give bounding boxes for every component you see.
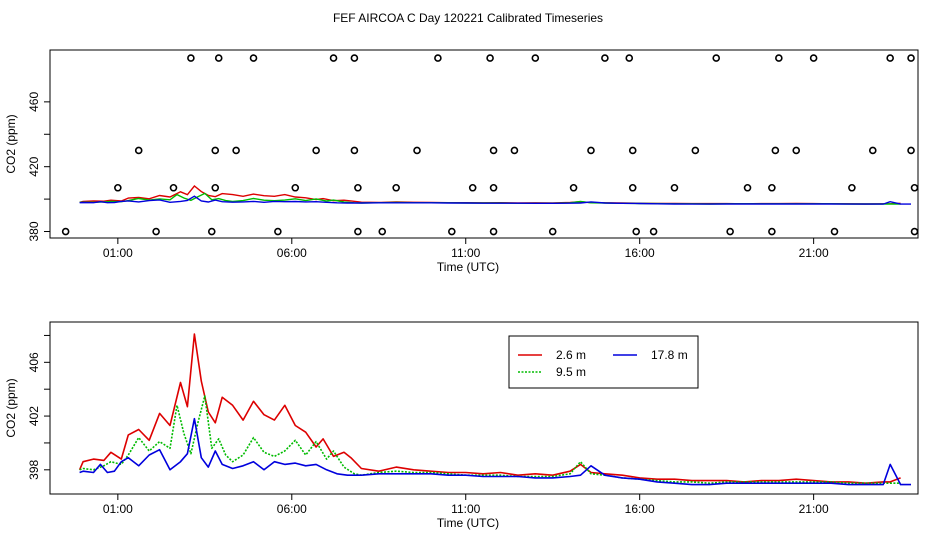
x-tick-label: 11:00 xyxy=(451,246,480,260)
flag-point xyxy=(468,183,477,192)
flag-point xyxy=(211,183,220,192)
x-tick-label: 06:00 xyxy=(277,502,307,516)
flag-point xyxy=(249,54,258,62)
flag-point xyxy=(169,183,178,192)
flag-point xyxy=(354,183,362,192)
flag-point xyxy=(670,183,679,192)
flag-point xyxy=(291,183,300,192)
flag-point xyxy=(61,227,70,236)
x-tick-label: 16:00 xyxy=(625,502,655,516)
flag-point xyxy=(868,146,877,155)
flag-point xyxy=(886,54,894,62)
flag-point xyxy=(350,146,359,155)
flag-point xyxy=(378,227,387,236)
y-tick-label: 402 xyxy=(27,406,41,426)
flag-point xyxy=(350,54,359,62)
series-line-17-8-m xyxy=(79,417,911,486)
flag-point xyxy=(768,227,776,236)
page-title: FEF AIRCOA C Day 120221 Calibrated Times… xyxy=(333,11,603,25)
flag-point xyxy=(134,146,143,155)
flag-point xyxy=(531,54,540,62)
flag-point xyxy=(486,54,494,62)
flag-point xyxy=(354,227,362,236)
x-tick-label: 11:00 xyxy=(451,502,480,516)
flag-point xyxy=(809,54,818,62)
legend-label: 17.8 m xyxy=(651,348,688,362)
y-tick-label: 380 xyxy=(27,221,41,241)
series-line-2-6-m xyxy=(78,333,901,485)
flag-point xyxy=(569,183,578,192)
flag-point xyxy=(628,146,637,155)
y-axis-label: CO2 (ppm) xyxy=(4,114,18,173)
flag-point xyxy=(274,227,282,236)
flag-point xyxy=(625,54,634,62)
flag-point xyxy=(712,54,721,62)
flag-point xyxy=(510,146,519,155)
flag-point xyxy=(114,183,122,192)
flag-point xyxy=(214,54,223,62)
flag-point xyxy=(910,183,919,192)
flag-point xyxy=(830,227,839,236)
flag-point xyxy=(601,54,609,62)
legend: 2.6 m 17.8 m 9.5 m xyxy=(508,335,699,389)
flag-point xyxy=(489,146,498,155)
flag-point xyxy=(448,227,456,236)
series-line-17-8-m xyxy=(79,195,911,205)
top-panel: 01:00 06:00 11:00 16:00 21:00 380 420 460 Time (… xyxy=(4,49,919,274)
flag-point xyxy=(691,146,700,155)
flag-point xyxy=(726,227,734,236)
flag-point xyxy=(587,146,595,155)
legend-label: 2.6 m xyxy=(556,348,586,362)
y-tick-label: 398 xyxy=(27,459,41,479)
flag-point xyxy=(632,227,641,236)
flag-point xyxy=(743,183,752,192)
flag-point xyxy=(548,227,557,236)
flag-point xyxy=(907,146,915,155)
x-tick-label: 21:00 xyxy=(799,246,829,260)
plot-frame xyxy=(49,49,919,239)
flag-point xyxy=(907,54,915,62)
flag-point xyxy=(771,146,780,155)
flag-point xyxy=(232,146,240,155)
flag-point xyxy=(152,227,160,236)
legend-label: 9.5 m xyxy=(556,365,586,379)
flag-point xyxy=(628,183,637,192)
series-line-9-5-m xyxy=(79,192,901,205)
flag-point xyxy=(207,227,216,236)
x-tick-label: 01:00 xyxy=(103,502,133,516)
x-axis-label: Time (UTC) xyxy=(437,260,499,274)
series-line-9-5-m xyxy=(79,395,901,485)
plot-frame xyxy=(49,321,919,495)
flag-point xyxy=(910,227,919,236)
flag-point xyxy=(848,183,856,192)
flag-point xyxy=(489,227,498,236)
flag-point xyxy=(392,183,400,192)
legend-box xyxy=(508,335,699,389)
flag-point xyxy=(792,146,801,155)
flag-point xyxy=(649,227,658,236)
x-tick-label: 16:00 xyxy=(625,246,655,260)
x-tick-label: 01:00 xyxy=(103,246,133,260)
y-axis-label: CO2 (ppm) xyxy=(4,378,18,437)
x-tick-label: 21:00 xyxy=(799,502,829,516)
x-axis-label: Time (UTC) xyxy=(437,516,499,530)
y-tick-label: 460 xyxy=(27,92,41,112)
flag-point xyxy=(768,183,776,192)
flag-point xyxy=(775,54,783,62)
y-tick-label: 420 xyxy=(27,156,41,176)
flag-point xyxy=(329,54,338,62)
flag-point xyxy=(434,54,442,62)
y-tick-label: 406 xyxy=(27,352,41,372)
flag-point xyxy=(312,146,320,155)
flag-point xyxy=(211,146,220,155)
flag-point xyxy=(413,146,421,155)
x-tick-label: 06:00 xyxy=(277,246,307,260)
flag-point xyxy=(489,183,498,192)
bottom-panel: 01:00 06:00 11:00 16:00 21:00 398 402 406 Time (… xyxy=(4,321,919,530)
flag-point xyxy=(187,54,195,62)
